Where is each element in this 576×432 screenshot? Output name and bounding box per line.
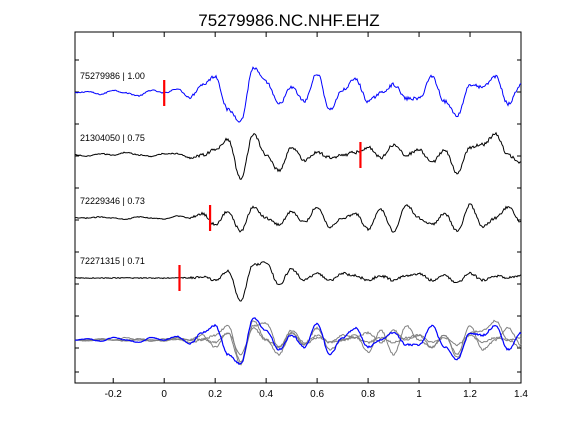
trace-label-21304050: 21304050 | 0.75 <box>80 133 145 143</box>
trace-label-72229346: 72229346 | 0.73 <box>80 196 145 206</box>
trace-label-75279986: 75279986 | 1.00 <box>80 71 145 81</box>
trace-line-72229346 <box>74 203 522 233</box>
axes-frame <box>74 31 522 384</box>
x-tick-label: 0 <box>161 389 167 400</box>
x-tick-label: 0.8 <box>361 389 375 400</box>
overlay-stack <box>74 317 522 366</box>
x-tick-label: -0.2 <box>105 389 123 400</box>
x-axis-ticks: -0.2 0 0.2 0.4 0.6 0.8 1 1.2 1.4 <box>105 32 528 400</box>
chart-title: 75279986.NC.NHF.EHZ <box>198 11 379 30</box>
x-tick-label: 1.2 <box>463 389 477 400</box>
x-tick-label: 0.2 <box>208 389 222 400</box>
trace-line-75279986 <box>74 66 522 123</box>
trace-group: 75279986 | 1.00 21304050 | 0.75 72229346 |… <box>74 66 522 302</box>
overlay-trace-72271315 <box>74 321 522 366</box>
overlay-trace-75279986 <box>75 317 522 365</box>
x-tick-label: 0.4 <box>259 389 273 400</box>
x-tick-label: 0.6 <box>310 389 324 400</box>
trace-line-21304050 <box>74 131 522 181</box>
x-tick-label: 1 <box>416 389 422 400</box>
trace-line-72271315 <box>74 261 522 302</box>
y-tick-marks <box>75 59 521 373</box>
x-tick-label: 1.4 <box>514 389 528 400</box>
trace-label-72271315: 72271315 | 0.71 <box>80 256 145 266</box>
